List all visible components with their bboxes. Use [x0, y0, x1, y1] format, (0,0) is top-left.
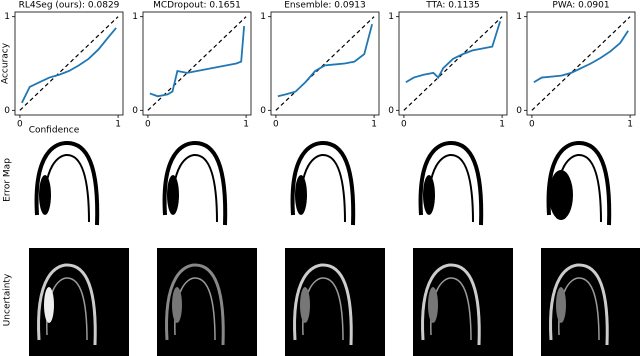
row-label: Uncertainty	[3, 273, 13, 326]
y-tick-label: 1	[132, 12, 138, 22]
y-tick-label: 1	[260, 12, 266, 22]
calibration-curve	[21, 27, 117, 104]
uncertainty-blob	[300, 287, 310, 323]
uncertainty-ring	[549, 263, 609, 346]
error-map-blob	[39, 175, 51, 215]
error-map-blob	[295, 175, 307, 215]
uncertainty-blob	[44, 287, 54, 323]
y-tick-label: 1	[516, 12, 522, 22]
plot-frame	[142, 11, 252, 116]
y-tick-label: 1	[388, 12, 394, 22]
error-map-inner	[299, 153, 346, 223]
x-tick-label: 1	[627, 120, 633, 130]
x-tick-label: 1	[499, 120, 505, 130]
error-map-ring	[34, 140, 100, 226]
uncertainty-blob	[556, 287, 566, 323]
error-map-inner	[171, 153, 218, 223]
error-map-blob	[423, 175, 435, 215]
error-map-ring	[546, 140, 612, 226]
chart-title: Ensemble: 0.0913	[284, 1, 366, 11]
y-tick-label: 1	[4, 12, 10, 22]
uncertainty-ring	[293, 263, 353, 346]
error-map-blob	[167, 175, 179, 215]
error-map-ring	[418, 140, 484, 226]
chart-title: RL4Seg (ours): 0.0829	[19, 1, 120, 11]
x-tick-label: 0	[145, 120, 151, 130]
uncertainty-ring	[37, 263, 97, 346]
x-tick-label: 1	[115, 120, 121, 130]
y-tick-label: 0	[388, 106, 394, 116]
reference-diagonal	[19, 16, 119, 111]
y-tick-label: 0	[260, 106, 266, 116]
x-tick-label: 1	[371, 120, 377, 130]
plot-frame	[270, 11, 380, 116]
y-tick-label: 0	[132, 106, 138, 116]
uncertainty-blob	[172, 287, 182, 323]
y-tick-label: 0	[516, 106, 522, 116]
error-map-ring	[162, 140, 228, 226]
calibration-curve	[405, 21, 501, 84]
x-tick-label: 0	[529, 120, 535, 130]
plot-frame	[526, 11, 636, 116]
y-axis-label: Accuracy	[1, 42, 11, 84]
error-map-blob	[549, 170, 573, 220]
calibration-curve	[277, 23, 373, 98]
uncertainty-ring	[165, 263, 225, 346]
reference-diagonal	[147, 16, 247, 111]
uncertainty-bg	[413, 248, 513, 356]
chart-title: PWA: 0.0901	[552, 1, 609, 11]
calibration-curve	[533, 30, 629, 84]
x-axis-label: Confidence	[29, 126, 80, 136]
uncertainty-bg	[541, 248, 640, 356]
x-tick-label: 0	[401, 120, 407, 130]
uncertainty-bg	[157, 248, 257, 356]
row-label: Error Map	[3, 158, 13, 202]
x-tick-label: 1	[243, 120, 249, 130]
plot-frame	[398, 11, 508, 116]
reference-diagonal	[275, 16, 375, 111]
uncertainty-ring	[421, 263, 481, 346]
x-tick-label: 0	[273, 120, 279, 130]
uncertainty-blob	[428, 287, 438, 323]
chart-title: TTA: 0.1135	[425, 1, 480, 11]
error-map-ring	[290, 140, 356, 226]
calibration-curve	[149, 25, 246, 98]
uncertainty-bg	[285, 248, 385, 356]
plot-frame	[14, 11, 124, 116]
reference-diagonal	[531, 16, 631, 111]
reference-diagonal	[403, 16, 503, 111]
y-tick-label: 0	[4, 106, 10, 116]
chart-title: MCDropout: 0.1651	[153, 1, 241, 11]
error-map-inner	[427, 153, 474, 223]
error-map-inner	[43, 153, 90, 223]
x-tick-label: 0	[17, 120, 23, 130]
uncertainty-bg	[29, 248, 129, 356]
